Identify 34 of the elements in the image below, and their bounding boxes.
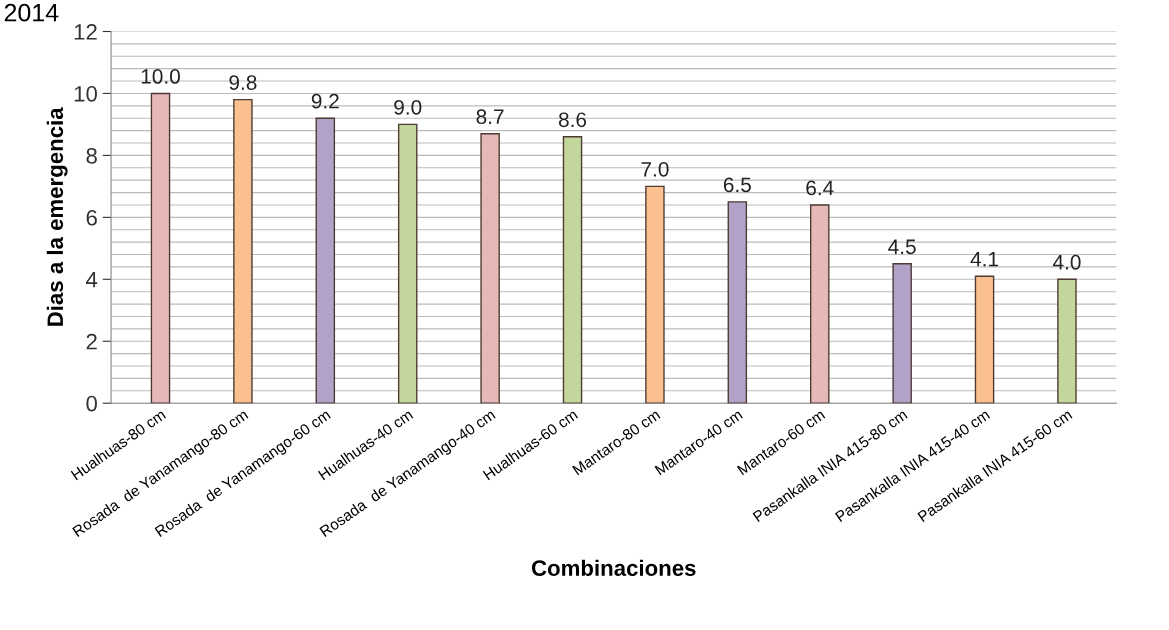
y-tick-label: 0 (86, 395, 97, 412)
data-label: 6.5 (723, 177, 751, 193)
data-label: 10.0 (141, 69, 180, 84)
x-axis-title: Combinaciones (531, 559, 696, 576)
y-tick-label: 6 (86, 209, 97, 226)
data-label: 8.6 (558, 112, 587, 128)
bar (315, 117, 336, 404)
y-axis-title: Dias a la emergencia (46, 107, 68, 326)
bar (150, 92, 171, 404)
bar (233, 98, 253, 404)
data-label: 4.1 (970, 251, 999, 267)
data-label: 9.8 (229, 75, 257, 90)
bar (727, 201, 748, 404)
bar (974, 275, 995, 404)
data-label: 8.7 (476, 109, 504, 125)
y-tick-label: 2 (86, 333, 97, 350)
bar (397, 123, 418, 404)
bar (809, 204, 830, 404)
bar (645, 185, 665, 404)
data-label: 4.0 (1052, 254, 1081, 270)
data-label: 4.5 (888, 239, 916, 255)
data-label: 6.4 (806, 180, 834, 196)
y-tick-label: 8 (86, 147, 97, 164)
data-label: 9.2 (311, 93, 339, 109)
bar (480, 133, 500, 404)
y-tick-label: 10 (74, 85, 97, 102)
bar (562, 136, 583, 404)
bar (892, 263, 912, 404)
bar (1057, 278, 1077, 404)
text: 2014 (4, 3, 59, 22)
data-label: 9.0 (394, 100, 422, 115)
data-label: 7.0 (641, 161, 669, 177)
y-tick-label: 4 (86, 272, 98, 288)
y-tick-label: 12 (74, 24, 97, 40)
